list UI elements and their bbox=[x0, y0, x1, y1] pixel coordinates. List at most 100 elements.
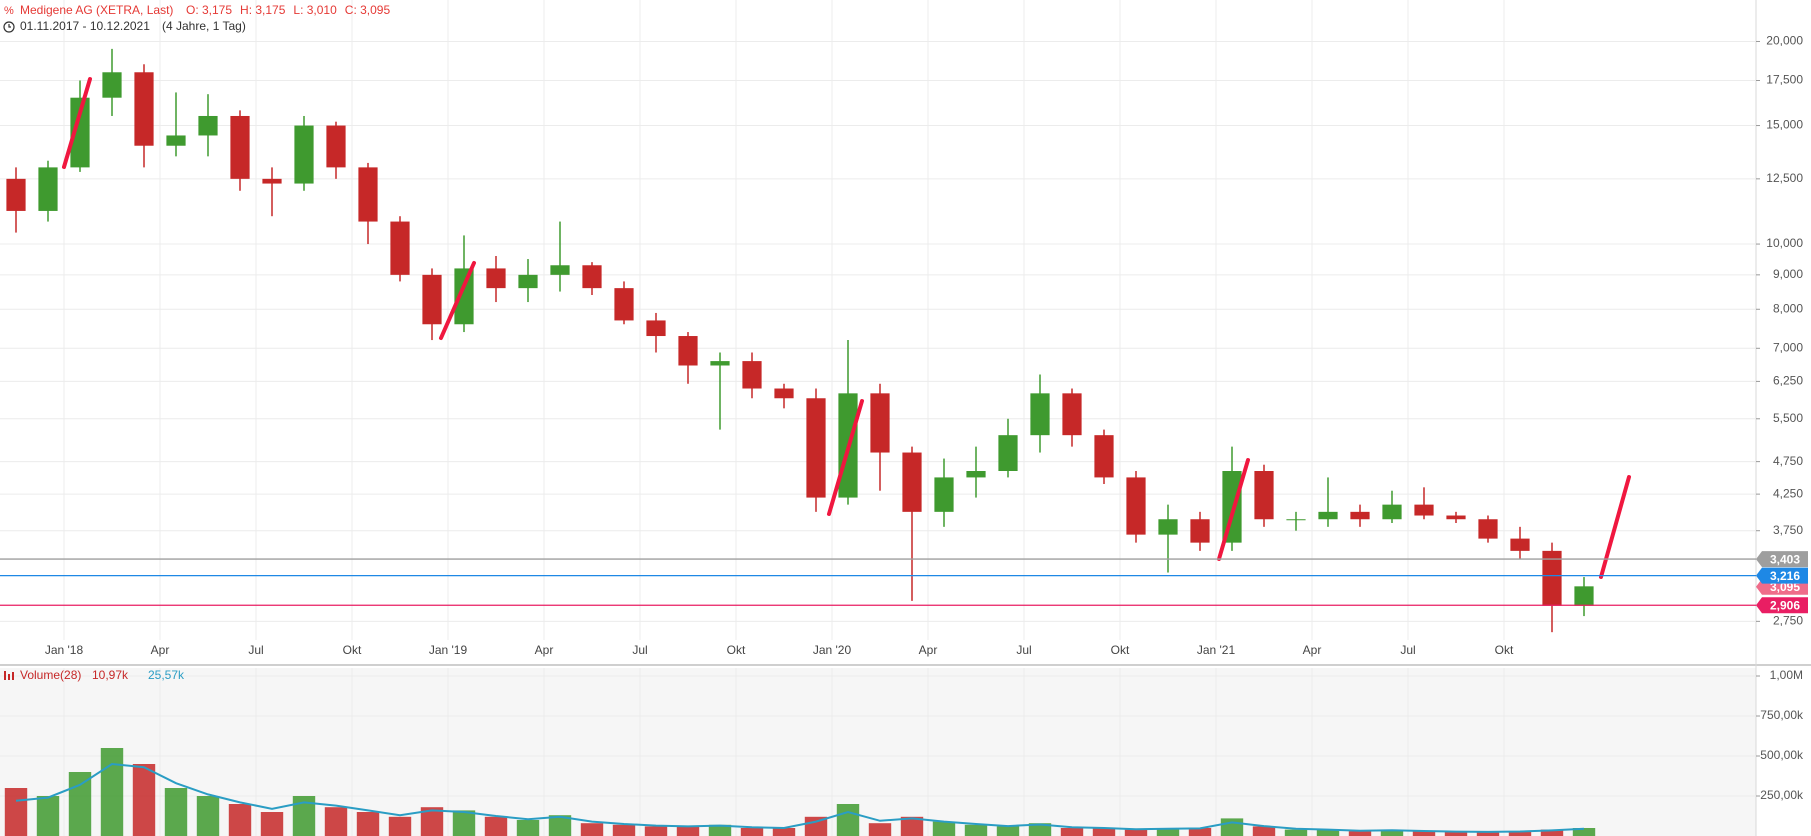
x-tick-label: Apr bbox=[919, 643, 938, 657]
volume-bar bbox=[836, 804, 860, 836]
x-tick-label: Jul bbox=[248, 643, 263, 657]
candle-body bbox=[998, 435, 1018, 471]
volume-bar bbox=[1252, 826, 1276, 836]
x-tick-label: Jul bbox=[1016, 643, 1031, 657]
y-tick-label: 12,500 bbox=[1766, 171, 1803, 185]
volume-bar bbox=[868, 823, 892, 836]
header: % Medigene AG (XETRA, Last) O: 3,175 H: 3… bbox=[3, 3, 391, 33]
volume-bar bbox=[260, 812, 284, 836]
candle-body bbox=[454, 268, 474, 325]
y-tick-label: 8,000 bbox=[1773, 301, 1803, 315]
volume-bar bbox=[484, 816, 508, 836]
y-tick-label: 15,000 bbox=[1766, 118, 1803, 132]
volume-bar bbox=[68, 772, 92, 836]
candle-body bbox=[1254, 470, 1274, 520]
volume-bar bbox=[132, 764, 156, 836]
volume-bar bbox=[452, 810, 476, 836]
candle-body bbox=[902, 452, 922, 512]
volume-bar bbox=[4, 788, 28, 836]
candle-body bbox=[806, 398, 826, 498]
x-tick-label: Apr bbox=[1303, 643, 1322, 657]
candle-body bbox=[1382, 504, 1402, 520]
candle-body bbox=[1350, 511, 1370, 520]
x-tick-label: Okt bbox=[1495, 643, 1514, 657]
candle-body bbox=[1542, 550, 1562, 606]
y-tick-label: 750,00k bbox=[1760, 708, 1804, 722]
y-tick-label: 2,750 bbox=[1773, 614, 1803, 628]
date-range: 01.11.2017 - 10.12.2021 bbox=[20, 19, 150, 33]
y-tick-label: 10,000 bbox=[1766, 236, 1803, 250]
volume-bar bbox=[1316, 829, 1340, 836]
volume-legend-value: 25,57k bbox=[148, 668, 185, 682]
volume-bar bbox=[1476, 832, 1500, 836]
candle-body bbox=[1574, 586, 1594, 606]
y-tick-label: 250,00k bbox=[1760, 788, 1804, 802]
trend-drawing bbox=[62, 77, 92, 169]
volume-bar bbox=[1508, 831, 1532, 836]
candle-body bbox=[1030, 393, 1050, 436]
volume-bar bbox=[516, 820, 540, 836]
volume-bar bbox=[772, 828, 796, 836]
clock-hand bbox=[8, 24, 11, 28]
volume-bar bbox=[1060, 828, 1084, 836]
y-tick-label: 4,250 bbox=[1773, 486, 1803, 500]
ohlc-label: C: 3,095 bbox=[345, 3, 391, 17]
y-tick-label: 9,000 bbox=[1773, 267, 1803, 281]
candle-body bbox=[1446, 515, 1466, 520]
x-tick-label: Okt bbox=[343, 643, 362, 657]
volume-bar bbox=[1540, 829, 1564, 836]
volume-bar bbox=[36, 796, 60, 836]
y-tick-label: 1,00M bbox=[1770, 668, 1803, 682]
volume-legend-values: 10,97k 25,57k bbox=[92, 668, 185, 682]
candle-body bbox=[262, 178, 282, 184]
volume-bar bbox=[676, 826, 700, 836]
x-tick-label: Apr bbox=[151, 643, 170, 657]
candle-body bbox=[6, 178, 26, 211]
candle-body bbox=[774, 388, 794, 399]
trend-drawing bbox=[1217, 458, 1250, 561]
volume-bar bbox=[964, 824, 988, 836]
ohlc-label: L: 3,010 bbox=[293, 3, 337, 17]
volume-legend: Volume(28) 10,97k 25,57k bbox=[4, 668, 185, 682]
volume-bar bbox=[1092, 828, 1116, 836]
y-tick-label: 20,000 bbox=[1766, 34, 1803, 48]
candle-body bbox=[166, 135, 186, 146]
price-level-label: 2,906 bbox=[1770, 598, 1800, 612]
candle-body bbox=[1478, 519, 1498, 539]
trend-drawing bbox=[827, 399, 864, 516]
volume-bar bbox=[292, 796, 316, 836]
candle-body bbox=[934, 477, 954, 512]
candle-body bbox=[742, 361, 762, 389]
volume-bar bbox=[580, 823, 604, 836]
candle-body bbox=[70, 97, 90, 168]
volume-bar bbox=[900, 816, 924, 836]
x-tick-label: Jan '21 bbox=[1197, 643, 1236, 657]
volume-bar bbox=[996, 826, 1020, 836]
candle-body bbox=[198, 115, 218, 136]
clock-icon bbox=[3, 21, 15, 33]
candle-body bbox=[614, 288, 634, 321]
volume-bar bbox=[1444, 832, 1468, 836]
legend-icon bbox=[12, 672, 14, 680]
y-tick-label: 4,750 bbox=[1773, 454, 1803, 468]
drawings bbox=[62, 77, 1631, 579]
candle-body bbox=[1510, 538, 1530, 551]
volume-panel bbox=[0, 668, 1756, 836]
candle-body bbox=[102, 72, 122, 98]
candle-body bbox=[134, 72, 154, 146]
volume-bar bbox=[612, 824, 636, 836]
candle-body bbox=[1318, 511, 1338, 520]
volume-bar bbox=[196, 796, 220, 836]
price-level-label: 3,403 bbox=[1770, 552, 1800, 566]
candle-body bbox=[1094, 435, 1114, 478]
candle-body bbox=[1190, 519, 1210, 543]
candle-body bbox=[326, 125, 346, 168]
candle-body bbox=[966, 470, 986, 478]
candle-body bbox=[1286, 519, 1306, 521]
volume-bar bbox=[1220, 818, 1244, 836]
candle-body bbox=[38, 167, 58, 211]
candle-body bbox=[358, 167, 378, 222]
ohlc-label: H: 3,175 bbox=[240, 3, 286, 17]
candle-body bbox=[1126, 477, 1146, 535]
